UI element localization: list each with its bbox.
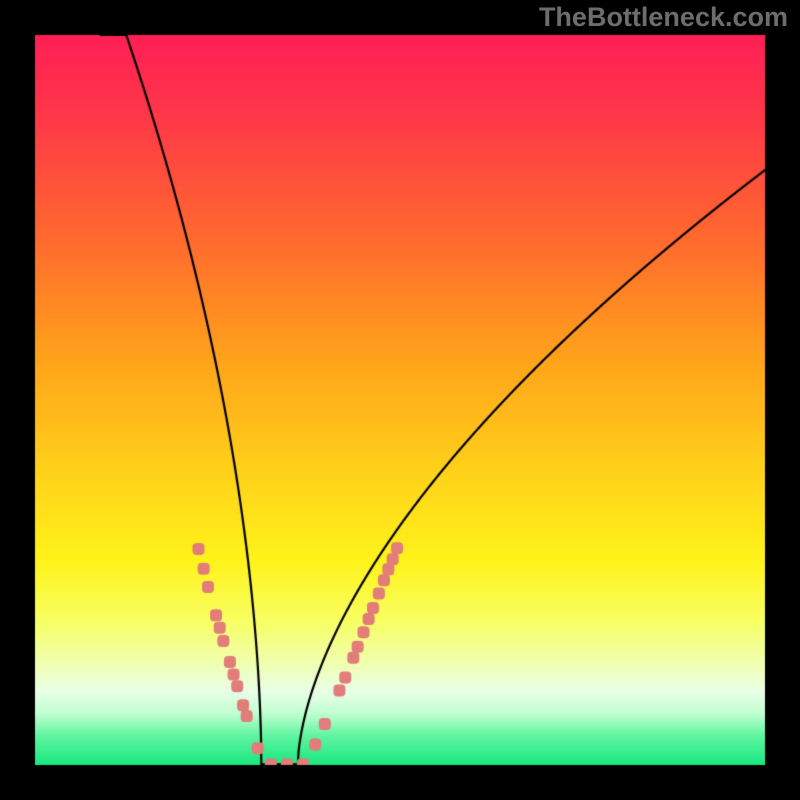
watermark-label: TheBottleneck.com <box>539 2 788 33</box>
chart-canvas <box>0 0 800 800</box>
chart-stage: TheBottleneck.com <box>0 0 800 800</box>
